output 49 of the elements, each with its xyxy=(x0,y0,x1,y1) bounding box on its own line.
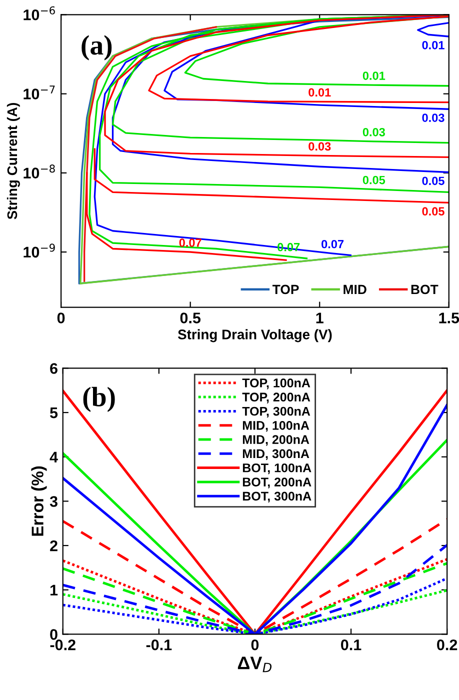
legend-label: BOT, 300nA xyxy=(242,492,312,502)
x-tick-label: 0.2 xyxy=(437,639,458,650)
legend-label: MID, 100nA xyxy=(242,420,310,432)
annotation: (a) xyxy=(82,35,112,60)
y-tick-label: 10$^{−6}$ xyxy=(24,6,55,20)
y-tick-label: 5 xyxy=(50,408,58,418)
y-tick-label: 10$^{−9}$ xyxy=(24,244,55,258)
annotation: 0.05 xyxy=(422,176,444,186)
y-tick-label: 10$^{−7}$ xyxy=(24,86,55,100)
y-tick-label: 4 xyxy=(50,452,58,462)
y-axis-title: Error (%) xyxy=(31,466,47,536)
x-axis-title: String Drain Voltage (V) xyxy=(178,329,332,342)
annotation: 0.03 xyxy=(308,142,331,151)
x-axis-title: ΔV$_{D}$ xyxy=(238,656,272,672)
legend-label: BOT xyxy=(411,284,438,294)
legend-label: BOT, 100nA xyxy=(242,463,312,474)
x-tick-label: 0.1 xyxy=(341,639,362,650)
annotation: 0.05 xyxy=(422,207,444,216)
x-tick-label: 1.5 xyxy=(439,312,459,324)
annotation: 0.01 xyxy=(422,40,444,50)
x-tick-label: -0.1 xyxy=(146,639,172,650)
annotation: 0.03 xyxy=(362,128,385,136)
y-tick-label: 1 xyxy=(50,584,58,596)
x-tick-label: 0.5 xyxy=(180,312,201,324)
legend-label: BOT, 200nA xyxy=(242,478,312,488)
legend-label: TOP, 100nA xyxy=(242,378,310,390)
legend-label: TOP, 200nA xyxy=(242,392,310,404)
x-tick-label: 1 xyxy=(316,312,324,324)
legend-label: MID xyxy=(344,284,366,294)
y-tick-label: 0 xyxy=(50,629,58,640)
legend-label: TOP xyxy=(272,284,299,294)
y-axis-title: String Current (A) xyxy=(6,103,20,220)
annotation: 0.03 xyxy=(422,114,444,122)
legend-label: TOP, 300nA xyxy=(242,406,310,418)
legend-label: MID, 300nA xyxy=(242,449,310,460)
x-tick-label: 0 xyxy=(251,639,259,650)
annotation: 0.01 xyxy=(362,72,386,80)
annotation: 0.05 xyxy=(362,176,386,184)
y-tick-label: 3 xyxy=(50,496,58,507)
annotation: 0.07 xyxy=(179,238,202,247)
x-tick-label: 0 xyxy=(57,312,65,324)
annotation: 0.01 xyxy=(308,88,331,97)
x-tick-label: -0.2 xyxy=(50,639,76,650)
legend-label: MID, 200nA xyxy=(242,435,310,446)
annotation: (b) xyxy=(83,386,115,412)
y-tick-label: 2 xyxy=(50,540,58,552)
y-tick-label: 10$^{−8}$ xyxy=(24,164,55,178)
annotation: 0.07 xyxy=(322,240,344,248)
y-tick-label: 6 xyxy=(50,363,58,374)
